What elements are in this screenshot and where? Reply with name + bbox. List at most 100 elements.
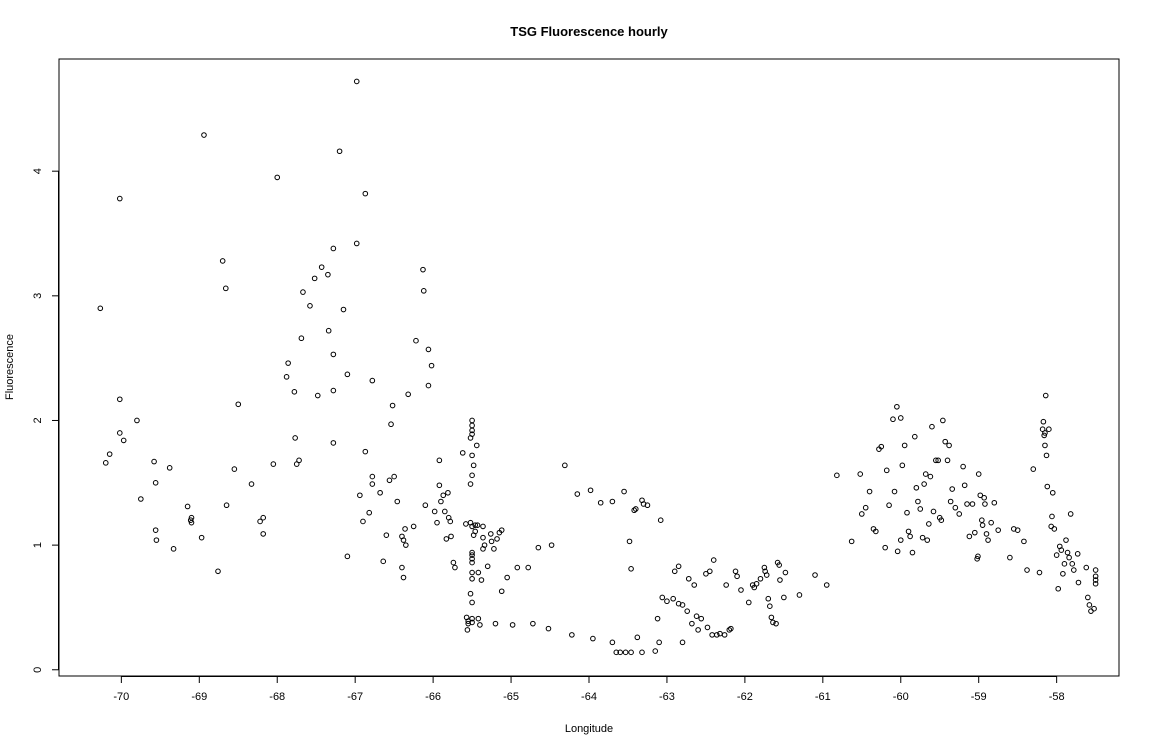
data-point — [170, 546, 177, 552]
data-point — [166, 465, 173, 471]
data-point — [344, 553, 351, 560]
data-point — [664, 598, 670, 605]
data-point — [942, 438, 948, 445]
data-point — [1067, 511, 1074, 517]
data-point — [420, 266, 426, 273]
data-point — [991, 499, 998, 506]
data-point — [480, 534, 486, 541]
data-point — [569, 632, 575, 638]
data-point — [470, 462, 477, 469]
data-point — [685, 575, 692, 582]
data-point — [891, 488, 898, 495]
data-point — [763, 572, 770, 578]
data-point — [184, 503, 191, 510]
data-point — [469, 569, 475, 576]
data-point — [693, 613, 700, 619]
data-point — [1040, 418, 1047, 425]
data-point — [726, 627, 733, 633]
data-point — [388, 421, 394, 428]
data-point — [422, 502, 429, 509]
data-point — [450, 559, 457, 566]
data-point — [796, 592, 803, 598]
data-point — [443, 536, 450, 542]
data-point — [940, 417, 946, 424]
data-point — [765, 595, 772, 602]
data-point — [834, 472, 840, 479]
data-points — [97, 78, 1099, 656]
data-point — [296, 457, 302, 464]
data-point — [116, 430, 123, 436]
data-point — [781, 594, 787, 601]
y-tick-label: 1 — [32, 542, 44, 548]
data-point — [425, 382, 432, 389]
data-point — [472, 522, 479, 528]
data-point — [431, 508, 438, 515]
data-point — [904, 509, 910, 516]
data-point — [761, 564, 768, 571]
data-point — [366, 509, 373, 516]
data-point — [442, 508, 448, 515]
data-point — [915, 498, 921, 505]
data-point — [300, 289, 306, 295]
data-point — [1092, 573, 1099, 580]
data-point — [1061, 561, 1068, 567]
data-point — [988, 519, 994, 526]
data-point — [952, 504, 959, 511]
data-point — [153, 537, 160, 543]
data-point — [219, 258, 226, 264]
data-point — [1041, 432, 1047, 439]
data-point — [883, 467, 890, 474]
data-point — [434, 519, 440, 526]
data-point — [1064, 549, 1071, 556]
data-point — [776, 562, 782, 568]
x-tick-label: -66 — [425, 691, 441, 703]
data-point — [960, 463, 966, 470]
data-point — [671, 568, 678, 575]
data-point — [257, 518, 263, 525]
data-point — [947, 498, 954, 505]
data-point — [340, 306, 347, 313]
data-point — [721, 632, 728, 638]
y-axis-label: Fluorescence — [4, 334, 16, 400]
data-point — [402, 526, 408, 532]
data-point — [469, 431, 475, 437]
data-point — [897, 415, 904, 421]
data-point — [325, 271, 331, 278]
data-point — [1042, 392, 1049, 399]
data-point — [102, 460, 109, 466]
data-point — [634, 634, 641, 641]
data-point — [410, 523, 417, 530]
data-point — [732, 568, 739, 575]
data-point — [498, 527, 505, 533]
data-point — [866, 488, 873, 495]
data-point — [1042, 430, 1048, 436]
data-point — [285, 360, 291, 366]
x-axis: -70 -69 -68 -67 -66 -65 -64 -63 -62 -61 -60 -59 -58 — [113, 676, 1065, 703]
data-point — [274, 174, 281, 181]
data-point — [535, 544, 542, 551]
data-point — [325, 327, 332, 334]
data-point — [913, 484, 920, 491]
x-tick-label: -70 — [113, 691, 129, 703]
data-point — [469, 575, 475, 582]
data-point — [927, 473, 934, 480]
data-point — [464, 627, 471, 633]
data-point — [907, 533, 913, 540]
data-point — [707, 568, 713, 575]
data-point — [679, 639, 686, 646]
data-point — [670, 595, 676, 602]
data-point — [1092, 567, 1099, 573]
x-tick-label: -63 — [659, 691, 675, 703]
data-point — [921, 481, 927, 487]
data-point — [622, 649, 629, 656]
data-point — [652, 648, 659, 654]
data-point — [929, 423, 935, 430]
data-point — [360, 518, 366, 525]
data-point — [710, 557, 717, 563]
data-point — [425, 346, 432, 353]
data-point — [1083, 564, 1090, 571]
data-point — [330, 387, 337, 394]
data-point — [469, 549, 475, 556]
data-point — [187, 517, 194, 523]
data-point — [494, 536, 500, 542]
